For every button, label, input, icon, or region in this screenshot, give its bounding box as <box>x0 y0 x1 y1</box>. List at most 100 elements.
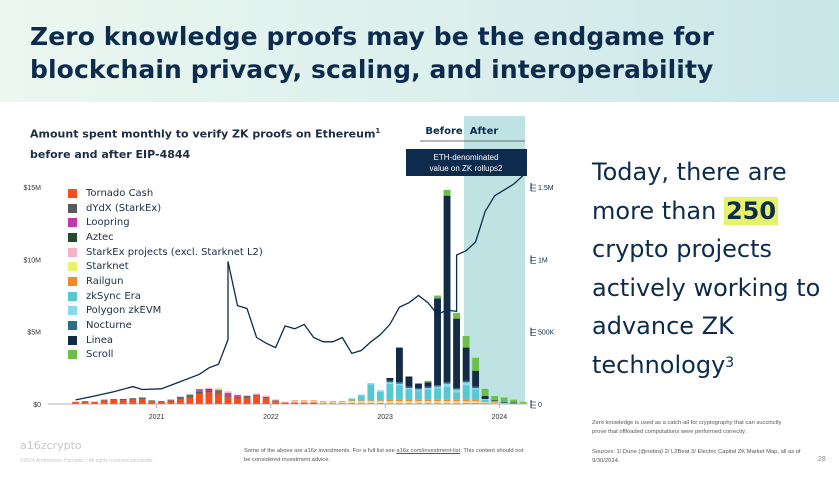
bar-segment <box>462 401 470 403</box>
bar-segment <box>243 396 251 398</box>
bar-segment <box>510 402 518 404</box>
bar-segment <box>443 383 451 387</box>
bar-segment <box>224 390 232 392</box>
bar-segment <box>110 398 118 400</box>
bar-segment <box>443 195 451 383</box>
x-tick-label: 2024 <box>492 414 508 421</box>
bar-segment <box>491 403 499 404</box>
legend-swatch <box>68 218 77 228</box>
bar-segment <box>348 402 356 404</box>
disclaimer: Some of the above are a16z investments. … <box>244 447 524 464</box>
bar-segment <box>176 397 184 399</box>
y-tick-label: $15M <box>23 185 41 192</box>
bar-segment <box>215 390 222 391</box>
bar-segment <box>234 396 241 398</box>
legend-item: StarkEx projects (excl. Starknet L2) <box>68 245 263 260</box>
legend-swatch <box>68 306 77 316</box>
bar-segment <box>415 383 422 389</box>
bar-segment <box>357 401 365 403</box>
bar-segment <box>415 399 422 402</box>
bar-segment <box>462 380 470 383</box>
investment-list-link[interactable]: a16z.com/investment-list <box>396 448 461 454</box>
bar-segment <box>329 403 337 404</box>
bar-segment <box>491 401 499 402</box>
bar-segment <box>453 403 460 404</box>
bar-segment <box>405 389 413 400</box>
legend-item: Tornado Cash <box>68 186 263 201</box>
bar-segment <box>215 390 222 393</box>
bar-segment <box>500 402 508 404</box>
bar-segment <box>405 388 413 390</box>
bar-segment <box>262 396 270 398</box>
bar-segment <box>434 298 441 386</box>
bar-segment <box>262 395 270 397</box>
bar-segment <box>519 401 527 404</box>
bar-segment <box>376 401 384 403</box>
bar-segment <box>453 401 460 403</box>
bar-segment <box>434 401 441 403</box>
bar-segment <box>434 386 441 389</box>
bar-segment <box>453 402 460 404</box>
stat-callout-post: crypto projects actively working to adva… <box>592 235 821 379</box>
annotation-box <box>406 149 527 176</box>
bar-segment <box>424 382 432 387</box>
bar-segment <box>367 402 375 404</box>
bar-segment <box>167 399 175 401</box>
annotation-line-2: value on ZK rollups2 <box>430 164 503 173</box>
right-axis-label: 500K <box>538 330 555 337</box>
bar-segment <box>357 403 365 404</box>
bar-segment <box>157 401 165 404</box>
bar-segment <box>262 398 270 404</box>
bar-segment <box>462 385 470 400</box>
bar-segment <box>319 401 327 402</box>
bar-segment <box>491 402 499 404</box>
bar-segment <box>491 400 499 402</box>
y-tick-label: $5M <box>27 330 41 337</box>
bar-segment <box>234 394 241 396</box>
bar-segment <box>396 347 403 383</box>
title-banner: Zero knowledge proofs may be the endgame… <box>0 0 839 102</box>
disclaimer-text-2: . This content should not be considered … <box>244 448 524 463</box>
bar-segment <box>272 399 280 401</box>
bar-segment <box>310 401 318 403</box>
legend-swatch <box>68 321 77 331</box>
bar-segment <box>348 403 356 404</box>
chart-title: Amount spent monthly to verify ZK proofs… <box>30 121 390 165</box>
bar-segment <box>196 393 203 404</box>
bar-segment <box>481 402 489 404</box>
bar-segment <box>376 403 384 404</box>
bar-segment <box>424 388 432 390</box>
bar-segment <box>224 393 232 394</box>
bar-segment <box>224 396 232 404</box>
bar-segment <box>462 382 470 386</box>
bar-segment <box>291 402 299 404</box>
stat-callout: Today, there are more than 250 crypto pr… <box>592 153 832 384</box>
bar-segment <box>443 382 451 384</box>
bar-segment <box>234 397 241 404</box>
bar-segment <box>319 403 327 404</box>
bar-segment <box>510 399 518 403</box>
legend-swatch <box>68 291 77 301</box>
bar-segment <box>443 189 451 196</box>
bar-segment <box>176 398 184 404</box>
bar-segment <box>376 390 384 392</box>
bar-segment <box>319 401 327 403</box>
bar-segment <box>405 402 413 404</box>
bar-segment <box>386 399 394 402</box>
bar-segment <box>443 386 451 400</box>
sources-footnote: Sources: 1/ Dune (@nebra) 2/ L2Beat 3/ E… <box>592 449 801 464</box>
bar-segment <box>386 383 394 400</box>
bar-segment <box>205 388 213 390</box>
bar-segment <box>338 401 346 403</box>
eth-value-line <box>75 174 524 401</box>
a16z-crypto-logo: a16zcrypto <box>20 439 82 452</box>
bar-segment <box>415 389 422 391</box>
legend-label: Nocturne <box>86 320 132 332</box>
bar-segment <box>234 396 241 397</box>
bar-segment <box>386 403 394 404</box>
stat-highlight-250: 250 <box>723 196 779 225</box>
bar-segment <box>396 385 403 400</box>
bar-segment <box>415 402 422 404</box>
bar-segment <box>348 400 356 402</box>
bar-segment <box>472 403 480 404</box>
